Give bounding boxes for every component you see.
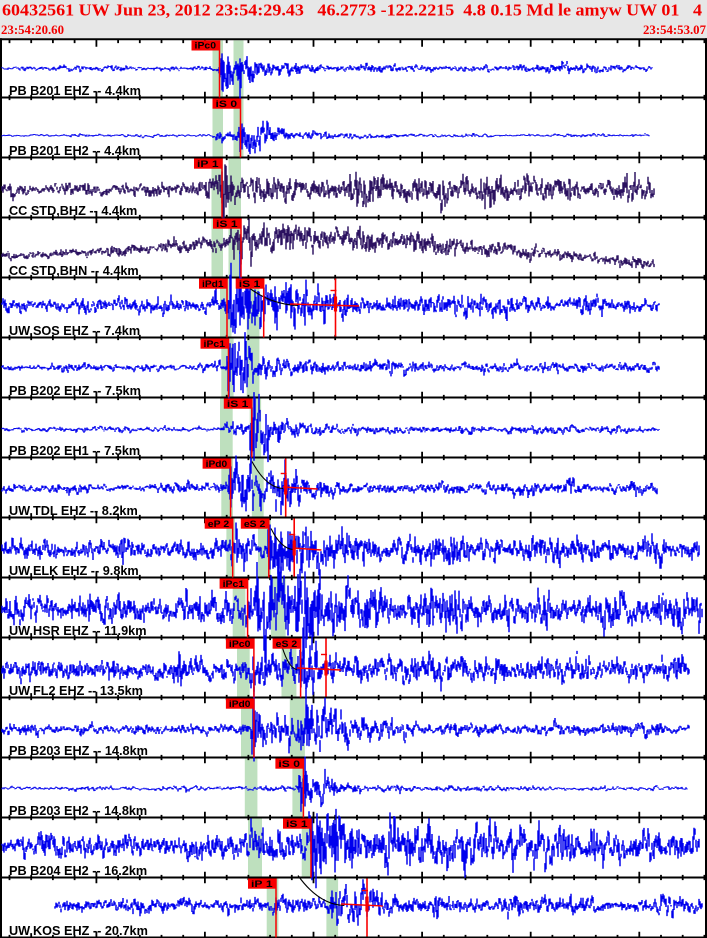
svg-text:iS 0: iS 0	[278, 759, 300, 769]
svg-text:PB B204 EH2 -- 16.2km: PB B204 EH2 -- 16.2km	[9, 864, 147, 878]
svg-text:PB B203 EH2 -- 14.8km: PB B203 EH2 -- 14.8km	[9, 804, 147, 818]
svg-text:eP 2: eP 2	[208, 519, 230, 529]
svg-text:23:54:53.07: 23:54:53.07	[643, 22, 706, 37]
svg-text:UW,HSR EHZ -- 11.9km: UW,HSR EHZ -- 11.9km	[9, 624, 146, 638]
svg-text:iPc1: iPc1	[223, 579, 245, 589]
svg-text:23:54:20.60: 23:54:20.60	[1, 22, 64, 37]
svg-text:CC STD,BHN -- 4.4km: CC STD,BHN -- 4.4km	[9, 264, 139, 278]
svg-text:iPd0: iPd0	[229, 699, 251, 709]
svg-text:PB B201 EH2 -- 4.4km: PB B201 EH2 -- 4.4km	[9, 144, 140, 158]
svg-text:UW,KOS EHZ -- 20.7km: UW,KOS EHZ -- 20.7km	[9, 924, 148, 938]
svg-text:PB B202 EH1 -- 7.5km: PB B202 EH1 -- 7.5km	[9, 444, 140, 458]
svg-text:CC STD,BHZ -- 4.4km: CC STD,BHZ -- 4.4km	[9, 204, 137, 218]
svg-text:UW,ELK EHZ -- 9.8km: UW,ELK EHZ -- 9.8km	[9, 564, 139, 578]
svg-text:iS 1: iS 1	[216, 219, 238, 229]
svg-text:iS 0: iS 0	[216, 99, 238, 109]
svg-text:iS 1: iS 1	[227, 399, 249, 409]
svg-text:PB B201 EHZ -- 4.4km: PB B201 EHZ -- 4.4km	[9, 84, 141, 98]
svg-text:iPd1: iPd1	[202, 279, 224, 289]
svg-text:UW,TDL EHZ -- 8.2km: UW,TDL EHZ -- 8.2km	[9, 504, 138, 518]
svg-text:iPd0: iPd0	[206, 459, 228, 469]
svg-text:PB B202 EHZ -- 7.5km: PB B202 EHZ -- 7.5km	[9, 384, 141, 398]
svg-text:PB B203 EHZ -- 14.8km: PB B203 EHZ -- 14.8km	[9, 744, 148, 758]
svg-text:eS 2: eS 2	[244, 519, 266, 529]
svg-text:iS 1: iS 1	[286, 819, 308, 829]
svg-text:60432561 UW Jun 23, 2012 23:54: 60432561 UW Jun 23, 2012 23:54:29.43 46.…	[2, 1, 702, 20]
svg-text:iS 1: iS 1	[239, 279, 261, 289]
svg-text:eS 2: eS 2	[276, 639, 298, 649]
svg-text:iPc1: iPc1	[204, 339, 226, 349]
svg-text:UW,SOS EHZ -- 7.4km: UW,SOS EHZ -- 7.4km	[9, 324, 140, 338]
svg-text:UW,FL2 EHZ -- 13.5km: UW,FL2 EHZ -- 13.5km	[9, 684, 143, 698]
svg-text:iPc0: iPc0	[195, 41, 217, 51]
svg-text:iP 1: iP 1	[197, 159, 219, 169]
svg-text:iP 1: iP 1	[251, 879, 273, 889]
svg-text:iPc0: iPc0	[229, 639, 251, 649]
